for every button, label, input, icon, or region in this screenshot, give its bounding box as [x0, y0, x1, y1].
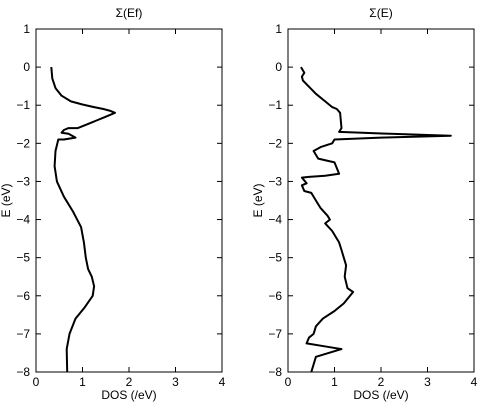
y-tick-label: −8	[16, 365, 30, 379]
y-tick-label: −7	[268, 327, 282, 341]
x-tick-label: 0	[285, 375, 292, 389]
y-tick-label: 0	[275, 60, 282, 74]
dos-curve-series-0	[300, 66, 452, 373]
plot-area-frame	[35, 28, 223, 373]
y-tick-label: −3	[268, 174, 282, 188]
y-tick-label: 1	[275, 22, 282, 36]
chart-panel-ef: Σ(Ef) 0 1 2 3 4 1 0 −1 −2 −3 −4 −5 −6 −7 −8 DOS (/eV) E (…	[0, 6, 226, 402]
x-axis-label: DOS (/eV)	[353, 388, 408, 402]
y-tick-label: −5	[16, 251, 30, 265]
y-tick-label: −4	[16, 213, 30, 227]
x-tick-label: 3	[172, 375, 179, 389]
chart-title: Σ(Ef)	[116, 6, 143, 20]
x-tick-label: 2	[126, 375, 133, 389]
y-axis-label: E (eV)	[0, 183, 13, 217]
y-axis-label: E (eV)	[251, 183, 265, 217]
x-tick-label: 3	[424, 375, 431, 389]
y-tick-label: −5	[268, 251, 282, 265]
x-tick-label: 4	[219, 375, 226, 389]
y-tick-label: 0	[23, 60, 30, 74]
x-tick-label: 1	[79, 375, 86, 389]
x-tick-label: 4	[471, 375, 478, 389]
chart-title: Σ(E)	[369, 6, 392, 20]
x-tick-label: 1	[331, 375, 338, 389]
x-axis-label: DOS (/eV)	[101, 388, 156, 402]
chart-panel-e: Σ(E) 0 1 2 3 4 1 0 −1 −2 −3 −4 −5 −6 −7 −8 DOS (/eV) E (e…	[251, 6, 478, 402]
y-tick-label: −2	[268, 136, 282, 150]
y-tick-label: −3	[16, 174, 30, 188]
y-tick-label: −8	[268, 365, 282, 379]
y-tick-label: −4	[268, 213, 282, 227]
x-tick-label: 2	[378, 375, 385, 389]
y-tick-label: −7	[16, 327, 30, 341]
y-tick-label: −2	[16, 136, 30, 150]
y-tick-label: −6	[16, 289, 30, 303]
y-tick-label: −6	[268, 289, 282, 303]
y-tick-label: −1	[268, 98, 282, 112]
x-tick-label: 0	[33, 375, 40, 389]
y-tick-label: 1	[23, 22, 30, 36]
y-tick-label: −1	[16, 98, 30, 112]
dos-curve-series-0	[50, 67, 116, 373]
